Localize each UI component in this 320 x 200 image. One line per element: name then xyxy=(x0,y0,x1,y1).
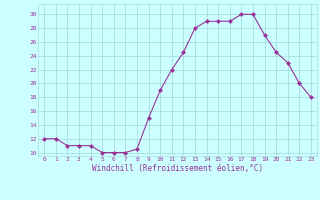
X-axis label: Windchill (Refroidissement éolien,°C): Windchill (Refroidissement éolien,°C) xyxy=(92,164,263,173)
